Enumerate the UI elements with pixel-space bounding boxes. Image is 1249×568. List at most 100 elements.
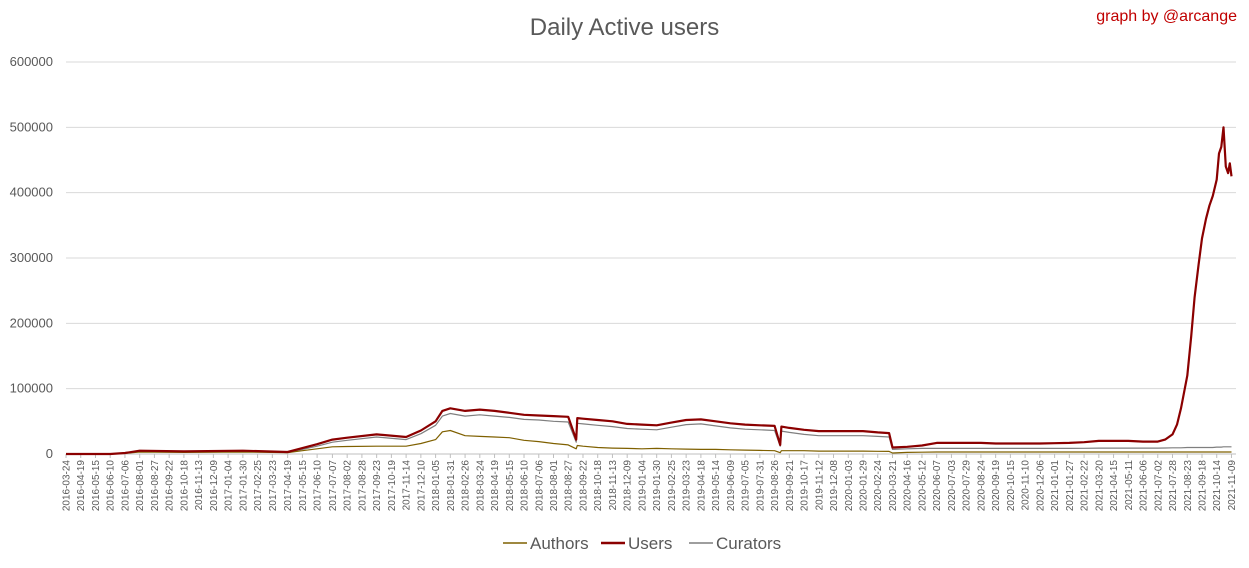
- x-tick-label: 2020-05-12: [917, 460, 928, 512]
- x-tick-label: 2016-07-06: [120, 460, 131, 512]
- gridlines: [66, 61, 1236, 455]
- x-tick-label: 2019-12-08: [829, 460, 840, 512]
- x-tick-label: 2020-01-29: [859, 460, 870, 512]
- x-tick-label: 2018-02-26: [461, 460, 472, 512]
- x-tick-label: 2016-09-22: [165, 460, 176, 512]
- x-tick-label: 2019-03-23: [682, 460, 693, 512]
- x-tick-label: 2020-12-06: [1035, 460, 1046, 512]
- x-tick-label: 2019-07-31: [755, 460, 766, 512]
- x-tick-label: 2021-07-28: [1168, 460, 1179, 512]
- x-tick-label: 2018-08-01: [549, 460, 560, 512]
- x-tick-label: 2021-05-11: [1124, 460, 1135, 511]
- x-tick-label: 2021-07-02: [1153, 460, 1164, 512]
- series-line-users: [66, 126, 1233, 456]
- x-tick-label: 2019-01-30: [652, 460, 663, 512]
- x-tick-label: 2020-01-03: [844, 460, 855, 512]
- x-tick-label: 2017-01-30: [238, 460, 249, 512]
- y-tick-label: 400000: [10, 185, 53, 200]
- x-tick-label: 2017-11-14: [402, 460, 413, 511]
- series-line-curators: [66, 412, 1232, 455]
- x-tick-label: 2016-10-18: [179, 460, 190, 512]
- x-tick-label: 2017-02-25: [253, 460, 264, 512]
- chart-credit: graph by @arcange: [1096, 8, 1237, 25]
- legend-item-users: Users: [601, 534, 672, 553]
- y-tick-label: 300000: [10, 250, 53, 265]
- x-tick-label: 2019-01-04: [637, 460, 648, 512]
- x-axis-tick-labels: 2016-03-24 2016-04-19 2016-05-15 2016-06-10…: [62, 454, 1238, 511]
- y-tick-label: 600000: [10, 54, 53, 69]
- x-tick-label: 2016-08-27: [150, 460, 161, 512]
- x-tick-label: 2018-05-15: [505, 460, 516, 512]
- x-tick-label: 2017-12-10: [416, 460, 427, 512]
- x-tick-label: 2019-02-25: [667, 460, 678, 512]
- y-axis-tick-labels: 0 100000 200000 300000 400000 500000 600000: [10, 54, 53, 461]
- x-tick-label: 2016-12-09: [209, 460, 220, 512]
- x-tick-label: 2019-04-18: [696, 460, 707, 512]
- y-tick-label: 0: [46, 446, 53, 461]
- x-tick-label: 2017-07-07: [328, 460, 339, 512]
- y-tick-label: 200000: [10, 315, 53, 330]
- x-tick-label: 2020-02-24: [873, 460, 884, 512]
- x-tick-label: 2019-10-17: [800, 460, 811, 512]
- x-tick-label: 2018-12-09: [623, 460, 634, 512]
- x-tick-label: 2018-10-18: [593, 460, 604, 512]
- x-tick-label: 2017-05-15: [298, 460, 309, 512]
- x-tick-label: 2016-03-24: [62, 460, 73, 512]
- x-tick-label: 2018-08-27: [564, 460, 575, 512]
- series-lines: [66, 126, 1233, 456]
- x-tick-label: 2017-08-28: [357, 460, 368, 512]
- x-tick-label: 2020-07-03: [947, 460, 958, 512]
- y-tick-label: 500000: [10, 119, 53, 134]
- x-tick-label: 2019-09-21: [785, 460, 796, 512]
- x-tick-label: 2021-01-27: [1065, 460, 1076, 512]
- x-tick-label: 2021-08-23: [1183, 460, 1194, 512]
- legend-item-authors: Authors: [503, 534, 589, 553]
- x-tick-label: 2021-09-18: [1197, 460, 1208, 512]
- x-tick-label: 2020-07-29: [962, 460, 973, 512]
- x-tick-label: 2020-09-19: [991, 460, 1002, 512]
- x-tick-label: 2018-07-06: [534, 460, 545, 512]
- x-tick-label: 2016-04-19: [76, 460, 87, 512]
- x-tick-label: 2018-01-05: [431, 460, 442, 512]
- x-tick-label: 2021-04-15: [1109, 460, 1120, 512]
- x-tick-label: 2018-06-10: [520, 460, 531, 512]
- x-tick-label: 2019-08-26: [770, 460, 781, 512]
- x-tick-label: 2018-04-19: [490, 460, 501, 512]
- x-tick-label: 2018-01-31: [446, 460, 457, 512]
- x-tick-label: 2020-10-15: [1006, 460, 1017, 512]
- x-tick-label: 2017-06-10: [313, 460, 324, 512]
- x-tick-label: 2021-06-06: [1139, 460, 1150, 512]
- x-tick-label: 2021-01-01: [1050, 460, 1061, 512]
- x-tick-label: 2020-11-10: [1021, 460, 1032, 511]
- legend-label: Users: [628, 534, 672, 553]
- x-tick-label: 2018-09-22: [578, 460, 589, 512]
- x-tick-label: 2019-05-14: [711, 460, 722, 512]
- x-tick-label: 2021-11-09: [1227, 460, 1238, 511]
- x-tick-label: 2019-11-12: [814, 460, 825, 511]
- legend-label: Curators: [716, 534, 781, 553]
- x-tick-label: 2016-08-01: [135, 460, 146, 512]
- y-tick-label: 100000: [10, 381, 53, 396]
- x-tick-label: 2016-06-10: [106, 460, 117, 512]
- legend: Authors Users Curators: [503, 534, 781, 553]
- x-tick-label: 2017-03-23: [268, 460, 279, 512]
- x-tick-label: 2019-07-05: [741, 460, 752, 512]
- x-tick-label: 2020-06-07: [932, 460, 943, 512]
- x-tick-label: 2018-03-24: [475, 460, 486, 512]
- x-tick-label: 2016-11-13: [194, 460, 205, 511]
- x-tick-label: 2020-08-24: [976, 460, 987, 512]
- x-tick-label: 2018-11-13: [608, 460, 619, 511]
- legend-label: Authors: [530, 534, 589, 553]
- x-tick-label: 2021-03-20: [1094, 460, 1105, 512]
- legend-item-curators: Curators: [689, 534, 781, 553]
- x-tick-label: 2017-04-19: [283, 460, 294, 512]
- x-tick-label: 2017-10-19: [387, 460, 398, 512]
- x-tick-label: 2021-02-22: [1080, 460, 1091, 512]
- x-tick-label: 2017-01-04: [224, 460, 235, 512]
- chart-title: Daily Active users: [529, 14, 720, 41]
- x-tick-label: 2019-06-09: [726, 460, 737, 512]
- x-tick-label: 2017-08-02: [343, 460, 354, 512]
- x-tick-label: 2017-09-23: [372, 460, 383, 512]
